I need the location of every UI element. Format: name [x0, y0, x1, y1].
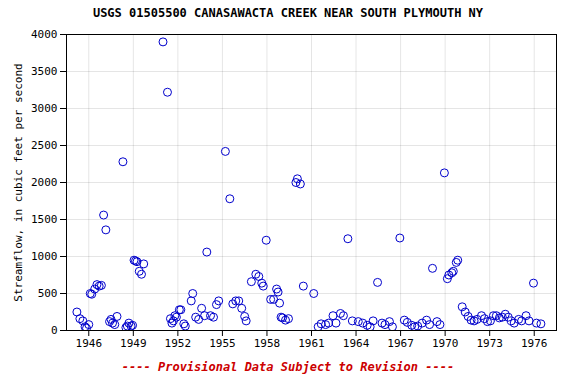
svg-text:1955: 1955 — [209, 337, 236, 350]
svg-text:1500: 1500 — [31, 213, 58, 226]
html-text:USGS 01505500 CANASAWACTA CREE: USGS 01505500 CANASAWACTA CREEK NEAR SOU… — [92, 6, 484, 20]
svg-text:3000: 3000 — [31, 102, 58, 115]
svg-text:1970: 1970 — [432, 337, 459, 350]
svg-text:1976: 1976 — [521, 337, 548, 350]
svg-text:1958: 1958 — [254, 337, 281, 350]
svg-text:2500: 2500 — [31, 139, 58, 152]
svg-text:1973: 1973 — [476, 337, 503, 350]
svg-text:1967: 1967 — [387, 337, 414, 350]
svg-text:1952: 1952 — [165, 337, 192, 350]
svg-text:2000: 2000 — [31, 176, 58, 189]
svg-text:1946: 1946 — [76, 337, 103, 350]
svg-text:500: 500 — [38, 287, 58, 300]
svg-text:1000: 1000 — [31, 250, 58, 263]
svg-text:1964: 1964 — [343, 337, 370, 350]
svg-text:3500: 3500 — [31, 65, 58, 78]
svg-text:0: 0 — [51, 324, 58, 337]
svg-text:4000: 4000 — [31, 28, 58, 41]
html-text:---- Provisional Data Subject: ---- Provisional Data Subject to Revisio… — [121, 360, 455, 374]
svg-text:1961: 1961 — [298, 337, 325, 350]
svg-text:Streamflow, in cubic feet per: Streamflow, in cubic feet per second — [12, 63, 25, 301]
svg-text:1949: 1949 — [120, 337, 147, 350]
